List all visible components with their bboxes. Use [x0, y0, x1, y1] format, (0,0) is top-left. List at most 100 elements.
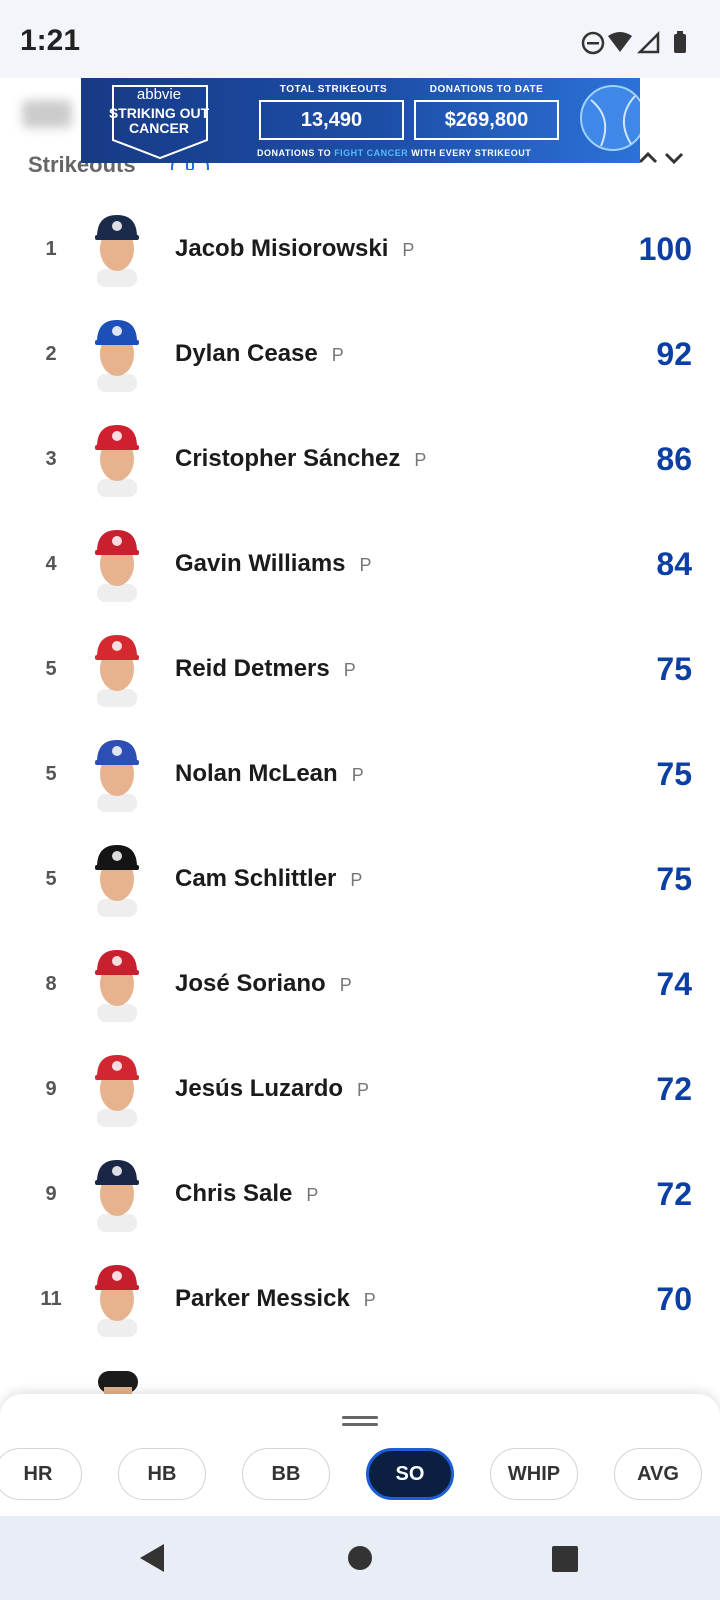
stat-value: 84 — [656, 546, 692, 582]
player-name-text: Nolan McLean — [175, 760, 338, 787]
stat-tab[interactable]: HB — [118, 1448, 206, 1500]
player-name[interactable]: Jacob Misiorowski P — [175, 235, 414, 263]
player-avatar — [95, 740, 139, 812]
stat-tabs: HR HB BB SO WHIP AVG — [0, 1394, 720, 1518]
player-avatar — [95, 950, 139, 1022]
player-name[interactable]: Chris Sale P — [175, 1180, 318, 1208]
player-name-text: Dylan Cease — [175, 340, 318, 367]
rank: 5 — [45, 868, 57, 890]
ad-donations-value: $269,800 — [414, 100, 559, 140]
player-avatar — [95, 215, 139, 287]
player-position: P — [363, 1290, 376, 1310]
player-name[interactable]: Jesús Luzardo P — [175, 1075, 369, 1103]
rank: 11 — [40, 1288, 62, 1310]
player-name[interactable]: Dylan Cease P — [175, 340, 344, 368]
player-avatar — [95, 320, 139, 392]
stat-tab[interactable]: WHIP — [490, 1448, 578, 1500]
player-name-text: Reid Detmers — [175, 655, 330, 682]
ad-donations-label: DONATIONS TO DATE — [429, 84, 544, 95]
ad-brand: abbvie — [136, 86, 182, 103]
rank: 5 — [45, 658, 57, 680]
player-name-text: Parker Messick — [175, 1285, 350, 1312]
player-name-text: Jesús Luzardo — [175, 1075, 344, 1102]
player-row[interactable]: 1 Jacob Misiorowski P 100 — [0, 199, 720, 304]
player-name[interactable]: Reid Detmers P — [175, 655, 356, 683]
ad-banner[interactable]: abbvie STRIKING OUT CANCER TOTAL STRIKEO… — [81, 78, 640, 163]
ad-headline-line: STRIKING OUT — [108, 105, 210, 121]
player-row[interactable]: 9 Jesús Luzardo P 72 — [0, 1039, 720, 1144]
player-row[interactable]: 8 José Soriano P 74 — [0, 934, 720, 1039]
player-row[interactable]: 5 Nolan McLean P 75 — [0, 724, 720, 829]
stat-tab[interactable]: HR — [0, 1448, 82, 1500]
player-position: P — [357, 1080, 370, 1100]
ad-shield — [112, 85, 208, 160]
rank: 9 — [45, 1078, 57, 1100]
stat-value: 100 — [638, 231, 692, 267]
sort-icon[interactable] — [636, 152, 686, 164]
player-position: P — [350, 870, 363, 890]
ad-headline: STRIKING OUT CANCER — [89, 106, 229, 136]
stat-tab[interactable]: BB — [242, 1448, 330, 1500]
player-avatar — [95, 425, 139, 497]
nav-buttons[interactable] — [0, 1516, 720, 1600]
player-row[interactable]: 5 Reid Detmers P 75 — [0, 619, 720, 724]
ad-footer: DONATIONS TO FIGHT CANCER WITH EVERY STR… — [257, 148, 531, 158]
stat-value: 75 — [656, 651, 692, 687]
ad-ball — [580, 85, 640, 151]
stat-value: 72 — [656, 1176, 692, 1212]
rank: 1 — [45, 238, 57, 260]
player-row[interactable]: 2 Dylan Cease P 92 — [0, 304, 720, 409]
drag-handle[interactable] — [342, 1414, 378, 1428]
stat-value: 75 — [656, 756, 692, 792]
blurred-title — [22, 100, 72, 128]
player-name-text: José Soriano — [175, 970, 326, 997]
ad-total-label: TOTAL STRIKEOUTS — [279, 84, 388, 95]
ad-total-value: 13,490 — [259, 100, 404, 140]
stat-value: 72 — [656, 1071, 692, 1107]
player-position: P — [402, 240, 415, 260]
player-row[interactable]: 5 Cam Schlittler P 75 — [0, 829, 720, 934]
player-name[interactable]: José Soriano P — [175, 970, 352, 998]
stat-value: 75 — [656, 861, 692, 897]
stat-value: 92 — [656, 336, 692, 372]
player-position: P — [359, 555, 372, 575]
player-name[interactable]: Parker Messick P — [175, 1285, 376, 1313]
player-name[interactable]: Cristopher Sánchez P — [175, 445, 426, 473]
rank: 5 — [45, 763, 57, 785]
ad-footer-text: WITH EVERY STRIKEOUT — [411, 148, 532, 158]
stat-value: 70 — [656, 1281, 692, 1317]
player-row[interactable]: 4 Gavin Williams P 84 — [0, 514, 720, 619]
player-avatar — [95, 1160, 139, 1232]
rank: 8 — [45, 973, 57, 995]
player-position: P — [343, 660, 356, 680]
player-position: P — [339, 975, 352, 995]
ad-footer-highlight: FIGHT CANCER — [334, 148, 409, 158]
player-position: P — [351, 765, 364, 785]
status-time: 1:21 — [20, 24, 81, 57]
player-row[interactable]: 3 Cristopher Sánchez P 86 — [0, 409, 720, 514]
player-row[interactable]: 11 Parker Messick P 70 — [0, 1249, 720, 1354]
status-icons — [581, 30, 686, 55]
nav-bar — [0, 1516, 720, 1600]
player-name-text: Jacob Misiorowski — [175, 235, 389, 262]
player-name[interactable]: Gavin Williams P — [175, 550, 372, 578]
stat-tab[interactable]: AVG — [614, 1448, 702, 1500]
player-name-text: Gavin Williams — [175, 550, 346, 577]
player-position: P — [331, 345, 344, 365]
player-row[interactable]: 9 Chris Sale P 72 — [0, 1144, 720, 1249]
stat-tab[interactable]: SO — [366, 1448, 454, 1500]
player-avatar — [95, 1265, 139, 1337]
rank: 3 — [45, 448, 57, 470]
player-name-text: Cam Schlittler — [175, 865, 337, 892]
stat-value: 74 — [656, 966, 692, 1002]
player-name-text: Cristopher Sánchez — [175, 445, 401, 472]
player-position: P — [306, 1185, 319, 1205]
player-avatar — [95, 845, 139, 917]
player-avatar — [95, 1055, 139, 1127]
player-position: P — [414, 450, 427, 470]
ad-footer-text: DONATIONS TO — [257, 148, 332, 158]
player-name[interactable]: Cam Schlittler P — [175, 865, 362, 893]
player-name[interactable]: Nolan McLean P — [175, 760, 364, 788]
